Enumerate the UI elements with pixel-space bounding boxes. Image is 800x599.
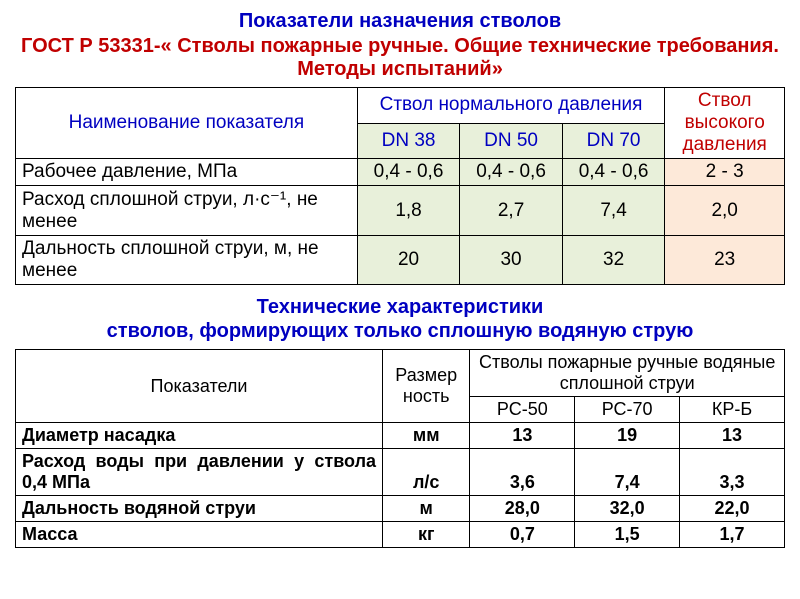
t1-r2-high: 23 bbox=[665, 236, 785, 285]
table-row: Диаметр насадка мм 13 19 13 bbox=[16, 423, 785, 449]
t1-r1-dn70: 7,4 bbox=[562, 186, 665, 236]
t1-header-normal: Ствол нормального давления bbox=[357, 88, 665, 124]
t2-r2-unit: м bbox=[383, 496, 470, 522]
t2-r2-krb: 22,0 bbox=[680, 496, 785, 522]
main-title-line1: Показатели назначения стволов bbox=[15, 10, 785, 33]
t1-r2-dn70: 32 bbox=[562, 236, 665, 285]
table-row: Расход сплошной струи, л·с⁻¹, не менее 1… bbox=[16, 186, 785, 236]
table-row: Масса кг 0,7 1,5 1,7 bbox=[16, 522, 785, 548]
subtitle-line2: стволов, формирующих только сплошную вод… bbox=[107, 320, 694, 342]
t1-header-high: Ствол высокого давления bbox=[665, 88, 785, 159]
t2-sub-krb: КР-Б bbox=[680, 397, 785, 423]
t1-r2-dn38: 20 bbox=[357, 236, 460, 285]
t1-r1-label: Расход сплошной струи, л·с⁻¹, не менее bbox=[16, 186, 358, 236]
t2-r3-krb: 1,7 bbox=[680, 522, 785, 548]
t1-r1-high: 2,0 bbox=[665, 186, 785, 236]
subtitle: Технические характеристики стволов, форм… bbox=[15, 295, 785, 343]
table-assignment-indicators: Наименование показателя Ствол нормальног… bbox=[15, 87, 785, 285]
main-title-line2: ГОСТ Р 53331-« Стволы пожарные ручные. О… bbox=[15, 35, 785, 81]
t1-r1-dn50: 2,7 bbox=[460, 186, 563, 236]
t1-r0-dn70: 0,4 - 0,6 bbox=[562, 159, 665, 186]
t2-r1-krb: 3,3 bbox=[680, 449, 785, 496]
t2-sub-rs70: РС-70 bbox=[575, 397, 680, 423]
t2-r0-krb: 13 bbox=[680, 423, 785, 449]
t2-r1-rs70: 7,4 bbox=[575, 449, 680, 496]
t2-r2-rs70: 32,0 bbox=[575, 496, 680, 522]
t1-r0-dn38: 0,4 - 0,6 bbox=[357, 159, 460, 186]
t2-r1-label: Расход воды при давлении у ствола 0,4 МП… bbox=[16, 449, 383, 496]
table-row: Рабочее давление, МПа 0,4 - 0,6 0,4 - 0,… bbox=[16, 159, 785, 186]
t1-r0-label: Рабочее давление, МПа bbox=[16, 159, 358, 186]
t1-r2-dn50: 30 bbox=[460, 236, 563, 285]
table-row: Дальность сплошной струи, м, не менее 20… bbox=[16, 236, 785, 285]
t2-r0-unit: мм bbox=[383, 423, 470, 449]
t1-sub-dn38: DN 38 bbox=[357, 123, 460, 159]
t2-header-param: Показатели bbox=[16, 350, 383, 423]
t1-sub-dn50: DN 50 bbox=[460, 123, 563, 159]
table-row: Расход воды при давлении у ствола 0,4 МП… bbox=[16, 449, 785, 496]
subtitle-line1: Технические характеристики bbox=[257, 296, 544, 318]
t2-r1-unit: л/с bbox=[383, 449, 470, 496]
table-row: Дальность водяной струи м 28,0 32,0 22,0 bbox=[16, 496, 785, 522]
t2-r3-rs70: 1,5 bbox=[575, 522, 680, 548]
t1-header-param: Наименование показателя bbox=[16, 88, 358, 159]
t1-sub-dn70: DN 70 bbox=[562, 123, 665, 159]
t2-r0-label: Диаметр насадка bbox=[16, 423, 383, 449]
t1-r0-dn50: 0,4 - 0,6 bbox=[460, 159, 563, 186]
t2-r3-rs50: 0,7 bbox=[470, 522, 575, 548]
t1-r0-high: 2 - 3 bbox=[665, 159, 785, 186]
table-tech-specs: Показатели Размер ность Стволы пожарные … bbox=[15, 349, 785, 548]
t2-r3-unit: кг bbox=[383, 522, 470, 548]
t2-sub-rs50: РС-50 bbox=[470, 397, 575, 423]
t2-r0-rs50: 13 bbox=[470, 423, 575, 449]
t2-r2-rs50: 28,0 bbox=[470, 496, 575, 522]
t1-r2-label: Дальность сплошной струи, м, не менее bbox=[16, 236, 358, 285]
t2-r2-label: Дальность водяной струи bbox=[16, 496, 383, 522]
t2-header-size: Размер ность bbox=[383, 350, 470, 423]
t2-header-group: Стволы пожарные ручные водяные сплошной … bbox=[470, 350, 785, 397]
t1-r1-dn38: 1,8 bbox=[357, 186, 460, 236]
t2-r0-rs70: 19 bbox=[575, 423, 680, 449]
t2-r1-rs50: 3,6 bbox=[470, 449, 575, 496]
t2-r3-label: Масса bbox=[16, 522, 383, 548]
